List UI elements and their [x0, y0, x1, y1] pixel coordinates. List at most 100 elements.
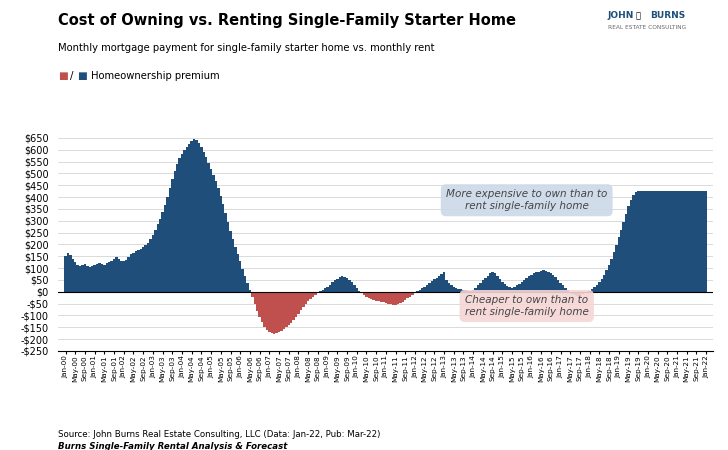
Bar: [173, 171, 176, 292]
Bar: [302, 292, 304, 307]
Bar: [164, 205, 166, 292]
Bar: [256, 292, 258, 311]
Bar: [566, 290, 569, 292]
Bar: [370, 292, 373, 299]
Bar: [615, 245, 617, 292]
Bar: [574, 292, 577, 295]
Bar: [424, 287, 426, 292]
Bar: [555, 277, 557, 292]
Bar: [271, 292, 273, 333]
Bar: [239, 261, 242, 292]
Bar: [217, 188, 220, 292]
Bar: [462, 290, 464, 292]
Bar: [494, 273, 496, 292]
Bar: [491, 272, 494, 292]
Bar: [639, 191, 642, 292]
Bar: [147, 243, 149, 292]
Bar: [220, 196, 222, 292]
Bar: [222, 204, 224, 292]
Text: REAL ESTATE CONSULTING: REAL ESTATE CONSULTING: [608, 25, 686, 30]
Bar: [234, 247, 237, 292]
Bar: [652, 191, 654, 292]
Bar: [108, 262, 111, 292]
Bar: [435, 278, 438, 292]
Bar: [533, 273, 535, 292]
Bar: [227, 222, 229, 292]
Bar: [377, 292, 380, 301]
Bar: [637, 191, 639, 292]
Bar: [324, 288, 326, 292]
Bar: [154, 230, 157, 292]
Bar: [421, 288, 424, 292]
Bar: [353, 285, 355, 292]
Bar: [76, 265, 79, 292]
Bar: [431, 281, 433, 292]
Bar: [346, 278, 348, 292]
Bar: [351, 282, 353, 292]
Bar: [460, 289, 462, 292]
Bar: [409, 292, 411, 297]
Bar: [207, 163, 210, 292]
Bar: [584, 292, 586, 293]
Bar: [278, 292, 280, 332]
Bar: [622, 222, 625, 292]
Bar: [397, 292, 399, 304]
Bar: [571, 292, 574, 294]
Bar: [142, 247, 144, 292]
Bar: [290, 292, 293, 323]
Bar: [186, 147, 188, 292]
Bar: [552, 275, 555, 292]
Bar: [528, 276, 530, 292]
Bar: [113, 259, 115, 292]
Bar: [504, 284, 506, 292]
Bar: [137, 250, 140, 292]
Bar: [79, 266, 82, 292]
Bar: [365, 292, 368, 297]
Bar: [166, 197, 169, 292]
Bar: [314, 292, 317, 295]
Bar: [477, 285, 479, 292]
Bar: [69, 255, 71, 292]
Bar: [151, 235, 154, 292]
Bar: [513, 287, 515, 292]
Bar: [86, 266, 89, 292]
Bar: [348, 280, 351, 292]
Bar: [630, 200, 632, 292]
Bar: [668, 191, 671, 292]
Bar: [402, 292, 404, 302]
Bar: [125, 260, 127, 292]
Bar: [484, 278, 486, 292]
Bar: [307, 292, 309, 301]
Bar: [411, 292, 414, 295]
Bar: [472, 290, 475, 292]
Bar: [392, 292, 395, 305]
Bar: [122, 261, 125, 292]
Bar: [642, 191, 644, 292]
Bar: [74, 262, 76, 292]
Bar: [191, 141, 193, 292]
Bar: [579, 292, 581, 295]
Bar: [559, 283, 562, 292]
Bar: [419, 290, 421, 292]
Bar: [127, 257, 130, 292]
Bar: [363, 292, 365, 295]
Bar: [317, 292, 319, 293]
Bar: [329, 285, 331, 292]
Bar: [100, 264, 103, 292]
Bar: [111, 261, 113, 292]
Bar: [693, 191, 695, 292]
Bar: [649, 191, 652, 292]
Bar: [581, 292, 584, 294]
Bar: [280, 292, 282, 331]
Bar: [246, 283, 249, 292]
Bar: [535, 272, 537, 292]
Bar: [644, 191, 646, 292]
Bar: [395, 292, 397, 305]
Bar: [242, 269, 244, 292]
Bar: [508, 287, 511, 292]
Bar: [406, 292, 409, 298]
Bar: [681, 191, 683, 292]
Bar: [661, 191, 664, 292]
Bar: [464, 290, 467, 292]
Bar: [198, 143, 200, 292]
